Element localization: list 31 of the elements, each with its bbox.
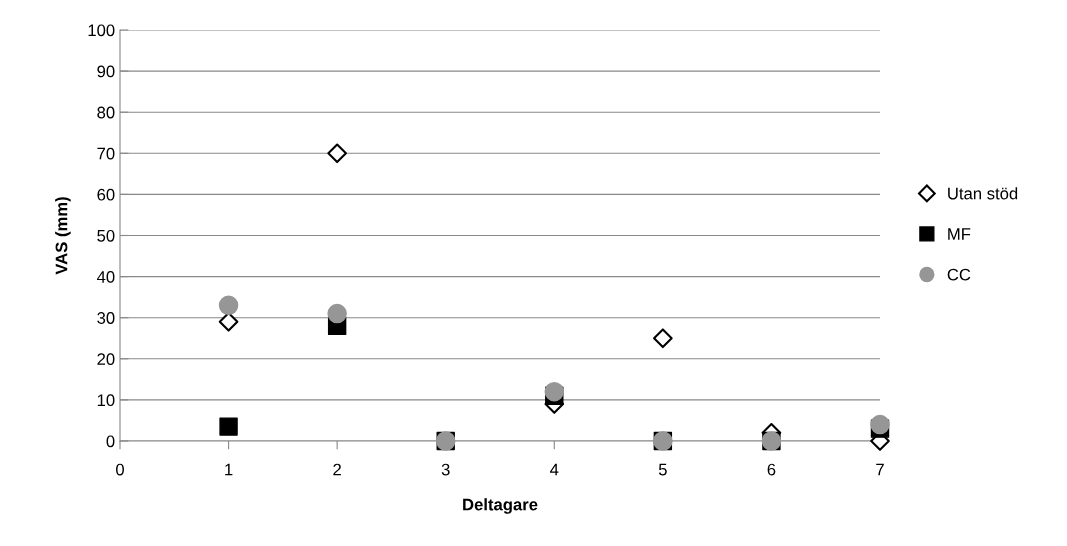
point [870,414,890,435]
y-tick-label: 80 [97,106,115,119]
point [218,295,239,316]
y-tick-label: 0 [106,435,115,448]
y-tick-label: 100 [88,24,115,37]
point [327,303,347,324]
x-axis-title: Deltagare [463,498,538,514]
y-tick-label: 20 [97,353,115,365]
legend-label: Utan stöd [948,187,1018,200]
y-tick-label: 50 [97,229,115,242]
y-tick-label: 60 [97,188,115,201]
legend-label: CC [947,268,971,281]
y-tick-label: 40 [96,271,115,283]
x-tick-label: 5 [658,463,667,476]
y-tick-label: 30 [97,312,115,324]
point [219,417,238,436]
legend-label: MF [948,228,971,240]
y-axis-title: VAS (mm) [55,197,71,275]
point [653,328,673,349]
x-tick-label: 7 [876,463,884,476]
y-tick-label: 90 [97,65,115,78]
x-tick-label: 4 [550,463,559,476]
x-tick-label: 1 [225,463,233,476]
point [327,143,347,164]
x-tick-label: 2 [333,463,341,476]
point [544,381,565,402]
x-tick-label: 6 [767,463,776,476]
x-tick-label: 3 [441,463,450,476]
y-tick-label: 10 [97,394,115,407]
y-tick-label: 70 [97,147,115,160]
x-tick-label: 0 [116,463,124,476]
